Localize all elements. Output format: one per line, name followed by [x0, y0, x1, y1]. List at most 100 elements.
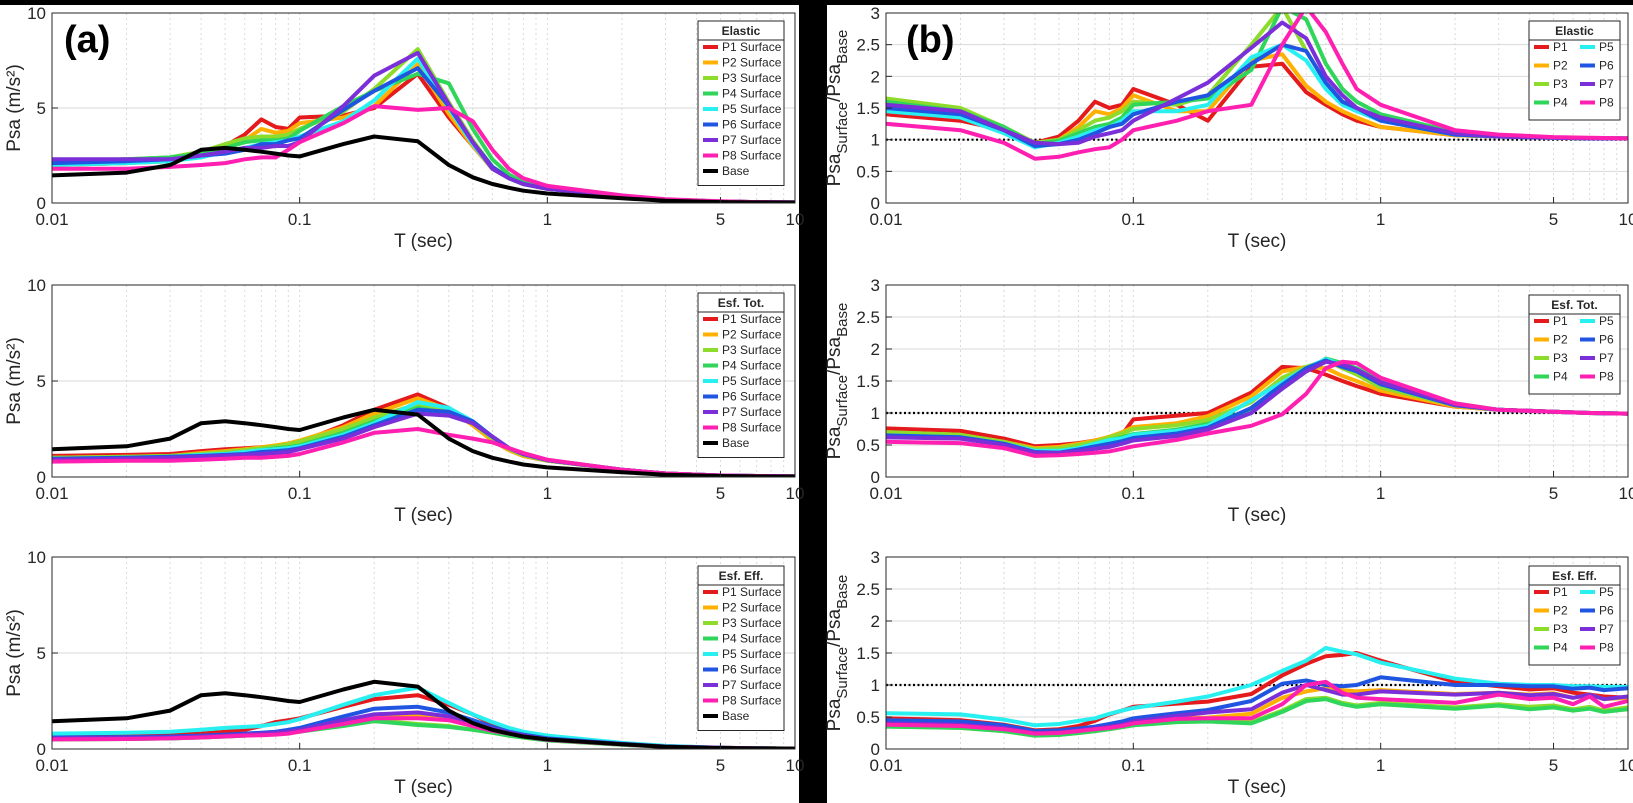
- x-tick-label: 0.01: [35, 210, 68, 229]
- x-axis-label: T (sec): [1228, 505, 1287, 526]
- legend: Elastic P1 P2 P3 P4 P5 P6 P7 P8: [1528, 20, 1621, 121]
- legend-label-p3: P3: [1553, 77, 1568, 91]
- y-tick-label: 1.5: [856, 644, 880, 663]
- x-axis-label: T (sec): [394, 505, 453, 526]
- series-group: [52, 47, 795, 203]
- legend-label-p4: P4: [1553, 370, 1568, 384]
- y-tick-label: 2: [871, 612, 880, 631]
- y-label-sub1: Surface: [834, 375, 851, 427]
- top-border-right: [827, 0, 1633, 5]
- legend-label-p7: P7 Surface: [722, 133, 782, 147]
- y-label-sub1: Surface: [834, 102, 851, 154]
- legend-label-p6: P6: [1599, 333, 1614, 347]
- legend-label-p6: P6 Surface: [722, 390, 782, 404]
- legend-label-p5: P5 Surface: [722, 374, 782, 388]
- x-tick-label: 0.1: [1122, 756, 1146, 775]
- y-tick-label: 5: [37, 644, 46, 663]
- legend-label-p5: P5 Surface: [722, 647, 782, 661]
- legend-label-p3: P3 Surface: [722, 343, 782, 357]
- legend-label-p8: P8 Surface: [722, 421, 782, 435]
- x-tick-label: 0.1: [1122, 210, 1146, 229]
- y-axis-label: PsaSurface/PsaBase: [824, 30, 851, 187]
- legend-label-p1: P1 Surface: [722, 585, 782, 599]
- legend-label-p2: P2 Surface: [722, 601, 782, 615]
- y-tick-label: 5: [37, 372, 46, 391]
- x-tick-label: 10: [786, 756, 805, 775]
- x-tick-label: 5: [716, 210, 725, 229]
- legend-label-p8: P8: [1599, 96, 1614, 110]
- legend-label-base: Base: [722, 164, 750, 178]
- x-tick-label: 10: [1619, 210, 1633, 229]
- y-tick-label: 2.5: [856, 308, 880, 327]
- figure-divider: [799, 0, 827, 803]
- legend-label-p4: P4 Surface: [722, 87, 782, 101]
- y-label-sub1: Surface: [834, 647, 851, 699]
- y-tick-label: 0: [37, 194, 46, 213]
- chart-a1: 0.01 0.1 1 5 10 0 5 10 T (sec) Psa (m/s²) Elastic P…: [4, 4, 804, 252]
- series-line-p7: [886, 20, 1628, 147]
- legend-label-base: Base: [722, 436, 750, 450]
- legend-label-p1: P1 Surface: [722, 312, 782, 326]
- chart-a2: 0.01 0.1 1 5 10 0 5 10 T (sec) Psa (m/s²) Esf. Tot…: [4, 276, 804, 526]
- y-tick-label: 0.5: [856, 162, 880, 181]
- legend-label-p8: P8: [1599, 641, 1614, 655]
- x-tick-label: 5: [716, 756, 725, 775]
- legend-label-p3: P3: [1553, 622, 1568, 636]
- legend-label-p4: P4 Surface: [722, 632, 782, 646]
- series-group: [886, 356, 1628, 458]
- x-tick-label: 5: [716, 484, 725, 503]
- legend-label-p7: P7: [1599, 351, 1614, 365]
- y-tick-label: 0: [37, 468, 46, 487]
- x-tick-label: 0.01: [35, 756, 68, 775]
- legend: Esf. Tot. P1 P2 P3 P4 P5 P6 P7 P8: [1528, 294, 1621, 395]
- y-tick-label: 2: [871, 340, 880, 359]
- x-tick-label: 1: [543, 210, 552, 229]
- y-tick-label: 1: [871, 676, 880, 695]
- legend-label-p3: P3: [1553, 351, 1568, 365]
- legend-label-p8: P8: [1599, 370, 1614, 384]
- y-tick-label: 0.5: [856, 708, 880, 727]
- y-tick-label: 10: [27, 276, 46, 295]
- x-tick-label: 0.1: [288, 756, 312, 775]
- x-tick-label: 0.1: [288, 484, 312, 503]
- legend-label-p3: P3 Surface: [722, 71, 782, 85]
- legend-label-p6: P6 Surface: [722, 118, 782, 132]
- legend-label-p6: P6 Surface: [722, 663, 782, 677]
- y-tick-label: 1: [871, 131, 880, 150]
- legend-label-p5: P5 Surface: [722, 102, 782, 116]
- series-line-p8: [52, 427, 795, 477]
- x-tick-label: 0.1: [288, 210, 312, 229]
- y-label-main: Psa: [824, 426, 845, 459]
- y-tick-label: 10: [27, 548, 46, 567]
- legend-title: Esf. Eff.: [719, 569, 764, 583]
- legend-label-p7: P7 Surface: [722, 405, 782, 419]
- panel-label-a: (a): [64, 19, 110, 61]
- top-border-left: [0, 0, 799, 5]
- x-tick-label: 5: [1549, 484, 1558, 503]
- legend-label-p2: P2: [1553, 333, 1568, 347]
- x-tick-label: 0.01: [869, 484, 902, 503]
- legend-label-p2: P2: [1553, 59, 1568, 73]
- legend-label-p4: P4: [1553, 96, 1568, 110]
- y-axis-label: Psa (m/s²): [4, 609, 25, 697]
- legend-label-p4: P4: [1553, 641, 1568, 655]
- y-tick-label: 1.5: [856, 99, 880, 118]
- x-tick-label: 10: [786, 210, 805, 229]
- legend-title: Esf. Eff.: [1552, 569, 1597, 583]
- y-tick-label: 5: [37, 99, 46, 118]
- legend-label-p2: P2 Surface: [722, 56, 782, 70]
- chart-b2: 0.01 0.1 1 5 10 0 0.5 1 1.5 2 2.5 3 T (sec) PsaSurfac…: [824, 276, 1633, 526]
- y-label-sep: /Psa: [824, 63, 845, 101]
- x-tick-label: 5: [1549, 210, 1558, 229]
- y-axis-label: PsaSurface/PsaBase: [824, 303, 851, 460]
- x-tick-label: 10: [1619, 484, 1633, 503]
- x-tick-label: 0.1: [1122, 484, 1146, 503]
- x-tick-label: 5: [1549, 756, 1558, 775]
- y-tick-label: 0: [871, 740, 880, 759]
- y-tick-label: 3: [871, 548, 880, 567]
- legend-label-base: Base: [722, 709, 750, 723]
- series-line-base: [52, 134, 795, 203]
- legend-label-p8: P8 Surface: [722, 149, 782, 163]
